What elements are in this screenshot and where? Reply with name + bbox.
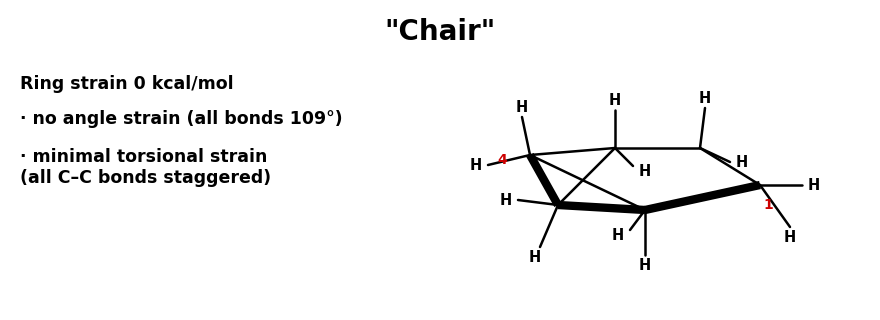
Text: H: H (808, 178, 820, 193)
Text: H: H (470, 157, 482, 172)
Text: H: H (639, 258, 651, 273)
Text: H: H (609, 92, 621, 108)
Text: H: H (516, 100, 528, 115)
Text: 4: 4 (497, 153, 507, 167)
Text: 1: 1 (763, 198, 773, 212)
Text: H: H (639, 164, 651, 179)
Text: H: H (784, 229, 796, 244)
Text: · no angle strain (all bonds 109°): · no angle strain (all bonds 109°) (20, 110, 342, 128)
Text: H: H (699, 91, 711, 106)
Text: "Chair": "Chair" (385, 18, 495, 46)
Text: · minimal torsional strain
(all C–C bonds staggered): · minimal torsional strain (all C–C bond… (20, 148, 271, 187)
Text: H: H (612, 228, 624, 243)
Text: H: H (736, 155, 748, 170)
Text: H: H (529, 250, 541, 265)
Text: H: H (500, 193, 512, 207)
Text: Ring strain 0 kcal/mol: Ring strain 0 kcal/mol (20, 75, 233, 93)
